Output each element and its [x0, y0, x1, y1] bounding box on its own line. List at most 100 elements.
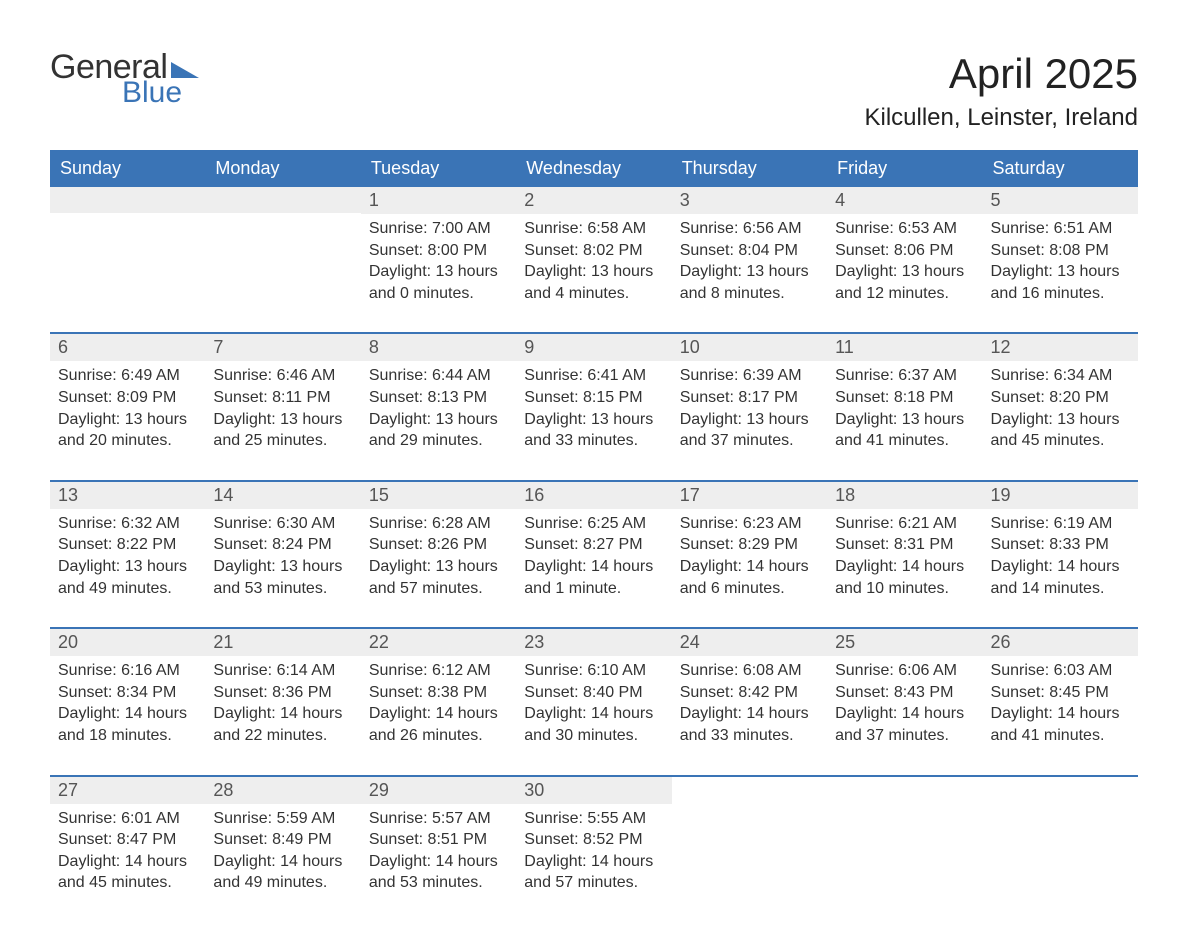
sunset-text: Sunset: 8:29 PM	[680, 534, 819, 556]
sunset-text: Sunset: 8:43 PM	[835, 682, 974, 704]
daylight-text: Daylight: 14 hours and 53 minutes.	[369, 851, 508, 894]
day-number: 8	[361, 334, 516, 361]
location-subtitle: Kilcullen, Leinster, Ireland	[865, 104, 1139, 132]
week-row: 1Sunrise: 7:00 AMSunset: 8:00 PMDaylight…	[50, 187, 1138, 314]
day-details: Sunrise: 6:44 AMSunset: 8:13 PMDaylight:…	[361, 361, 516, 451]
day-cell: 16Sunrise: 6:25 AMSunset: 8:27 PMDayligh…	[516, 482, 671, 609]
day-details: Sunrise: 7:00 AMSunset: 8:00 PMDaylight:…	[361, 214, 516, 304]
sunrise-text: Sunrise: 6:23 AM	[680, 513, 819, 535]
sunrise-text: Sunrise: 6:41 AM	[524, 365, 663, 387]
day-details: Sunrise: 6:12 AMSunset: 8:38 PMDaylight:…	[361, 656, 516, 746]
day-details: Sunrise: 6:06 AMSunset: 8:43 PMDaylight:…	[827, 656, 982, 746]
sunrise-text: Sunrise: 6:19 AM	[991, 513, 1130, 535]
week-row: 20Sunrise: 6:16 AMSunset: 8:34 PMDayligh…	[50, 627, 1138, 756]
day-details: Sunrise: 6:16 AMSunset: 8:34 PMDaylight:…	[50, 656, 205, 746]
day-cell	[672, 777, 827, 904]
sunset-text: Sunset: 8:24 PM	[213, 534, 352, 556]
calendar-page: General Blue April 2025 Kilcullen, Leins…	[0, 0, 1188, 944]
sunrise-text: Sunrise: 6:08 AM	[680, 660, 819, 682]
day-cell: 3Sunrise: 6:56 AMSunset: 8:04 PMDaylight…	[672, 187, 827, 314]
day-cell: 5Sunrise: 6:51 AMSunset: 8:08 PMDaylight…	[983, 187, 1138, 314]
sunset-text: Sunset: 8:06 PM	[835, 240, 974, 262]
day-cell	[50, 187, 205, 314]
day-details: Sunrise: 6:28 AMSunset: 8:26 PMDaylight:…	[361, 509, 516, 599]
sunset-text: Sunset: 8:42 PM	[680, 682, 819, 704]
sunset-text: Sunset: 8:52 PM	[524, 829, 663, 851]
day-cell: 26Sunrise: 6:03 AMSunset: 8:45 PMDayligh…	[983, 629, 1138, 756]
day-number: 7	[205, 334, 360, 361]
day-cell: 1Sunrise: 7:00 AMSunset: 8:00 PMDaylight…	[361, 187, 516, 314]
sunrise-text: Sunrise: 6:03 AM	[991, 660, 1130, 682]
day-details: Sunrise: 6:23 AMSunset: 8:29 PMDaylight:…	[672, 509, 827, 599]
day-cell: 8Sunrise: 6:44 AMSunset: 8:13 PMDaylight…	[361, 334, 516, 461]
day-number: 20	[50, 629, 205, 656]
sunrise-text: Sunrise: 6:56 AM	[680, 218, 819, 240]
dow-tuesday: Tuesday	[361, 150, 516, 187]
sunset-text: Sunset: 8:18 PM	[835, 387, 974, 409]
day-number: 14	[205, 482, 360, 509]
sunset-text: Sunset: 8:09 PM	[58, 387, 197, 409]
daylight-text: Daylight: 13 hours and 0 minutes.	[369, 261, 508, 304]
day-cell: 13Sunrise: 6:32 AMSunset: 8:22 PMDayligh…	[50, 482, 205, 609]
dow-thursday: Thursday	[672, 150, 827, 187]
day-cell	[983, 777, 1138, 904]
day-cell: 20Sunrise: 6:16 AMSunset: 8:34 PMDayligh…	[50, 629, 205, 756]
sunset-text: Sunset: 8:02 PM	[524, 240, 663, 262]
day-cell: 27Sunrise: 6:01 AMSunset: 8:47 PMDayligh…	[50, 777, 205, 904]
weeks-container: 1Sunrise: 7:00 AMSunset: 8:00 PMDaylight…	[50, 187, 1138, 904]
day-number: 10	[672, 334, 827, 361]
daylight-text: Daylight: 14 hours and 45 minutes.	[58, 851, 197, 894]
sunset-text: Sunset: 8:49 PM	[213, 829, 352, 851]
day-details: Sunrise: 6:01 AMSunset: 8:47 PMDaylight:…	[50, 804, 205, 894]
day-details: Sunrise: 6:30 AMSunset: 8:24 PMDaylight:…	[205, 509, 360, 599]
brand-logo: General Blue	[50, 50, 199, 108]
daylight-text: Daylight: 13 hours and 16 minutes.	[991, 261, 1130, 304]
day-number: 5	[983, 187, 1138, 214]
dow-monday: Monday	[205, 150, 360, 187]
day-number: 13	[50, 482, 205, 509]
day-number	[672, 777, 827, 803]
daylight-text: Daylight: 14 hours and 26 minutes.	[369, 703, 508, 746]
day-number: 6	[50, 334, 205, 361]
daylight-text: Daylight: 14 hours and 33 minutes.	[680, 703, 819, 746]
day-details: Sunrise: 6:21 AMSunset: 8:31 PMDaylight:…	[827, 509, 982, 599]
day-cell: 14Sunrise: 6:30 AMSunset: 8:24 PMDayligh…	[205, 482, 360, 609]
sunrise-text: Sunrise: 6:53 AM	[835, 218, 974, 240]
sunset-text: Sunset: 8:13 PM	[369, 387, 508, 409]
daylight-text: Daylight: 13 hours and 57 minutes.	[369, 556, 508, 599]
day-details: Sunrise: 5:59 AMSunset: 8:49 PMDaylight:…	[205, 804, 360, 894]
day-cell: 29Sunrise: 5:57 AMSunset: 8:51 PMDayligh…	[361, 777, 516, 904]
day-cell: 4Sunrise: 6:53 AMSunset: 8:06 PMDaylight…	[827, 187, 982, 314]
day-details: Sunrise: 6:53 AMSunset: 8:06 PMDaylight:…	[827, 214, 982, 304]
daylight-text: Daylight: 14 hours and 6 minutes.	[680, 556, 819, 599]
sunrise-text: Sunrise: 5:55 AM	[524, 808, 663, 830]
week-row: 13Sunrise: 6:32 AMSunset: 8:22 PMDayligh…	[50, 480, 1138, 609]
daylight-text: Daylight: 13 hours and 33 minutes.	[524, 409, 663, 452]
sunrise-text: Sunrise: 6:21 AM	[835, 513, 974, 535]
daylight-text: Daylight: 13 hours and 37 minutes.	[680, 409, 819, 452]
daylight-text: Daylight: 13 hours and 20 minutes.	[58, 409, 197, 452]
daylight-text: Daylight: 13 hours and 12 minutes.	[835, 261, 974, 304]
day-number: 21	[205, 629, 360, 656]
sunset-text: Sunset: 8:36 PM	[213, 682, 352, 704]
sunrise-text: Sunrise: 5:57 AM	[369, 808, 508, 830]
day-number: 25	[827, 629, 982, 656]
dow-saturday: Saturday	[983, 150, 1138, 187]
daylight-text: Daylight: 14 hours and 22 minutes.	[213, 703, 352, 746]
day-details: Sunrise: 6:49 AMSunset: 8:09 PMDaylight:…	[50, 361, 205, 451]
day-details: Sunrise: 5:57 AMSunset: 8:51 PMDaylight:…	[361, 804, 516, 894]
sunrise-text: Sunrise: 6:12 AM	[369, 660, 508, 682]
day-number: 17	[672, 482, 827, 509]
sunset-text: Sunset: 8:15 PM	[524, 387, 663, 409]
sunset-text: Sunset: 8:11 PM	[213, 387, 352, 409]
day-number: 16	[516, 482, 671, 509]
sunset-text: Sunset: 8:26 PM	[369, 534, 508, 556]
sunrise-text: Sunrise: 6:58 AM	[524, 218, 663, 240]
daylight-text: Daylight: 14 hours and 57 minutes.	[524, 851, 663, 894]
dow-sunday: Sunday	[50, 150, 205, 187]
week-row: 6Sunrise: 6:49 AMSunset: 8:09 PMDaylight…	[50, 332, 1138, 461]
day-number	[205, 187, 360, 213]
sunrise-text: Sunrise: 6:06 AM	[835, 660, 974, 682]
sunrise-text: Sunrise: 6:49 AM	[58, 365, 197, 387]
day-number: 19	[983, 482, 1138, 509]
